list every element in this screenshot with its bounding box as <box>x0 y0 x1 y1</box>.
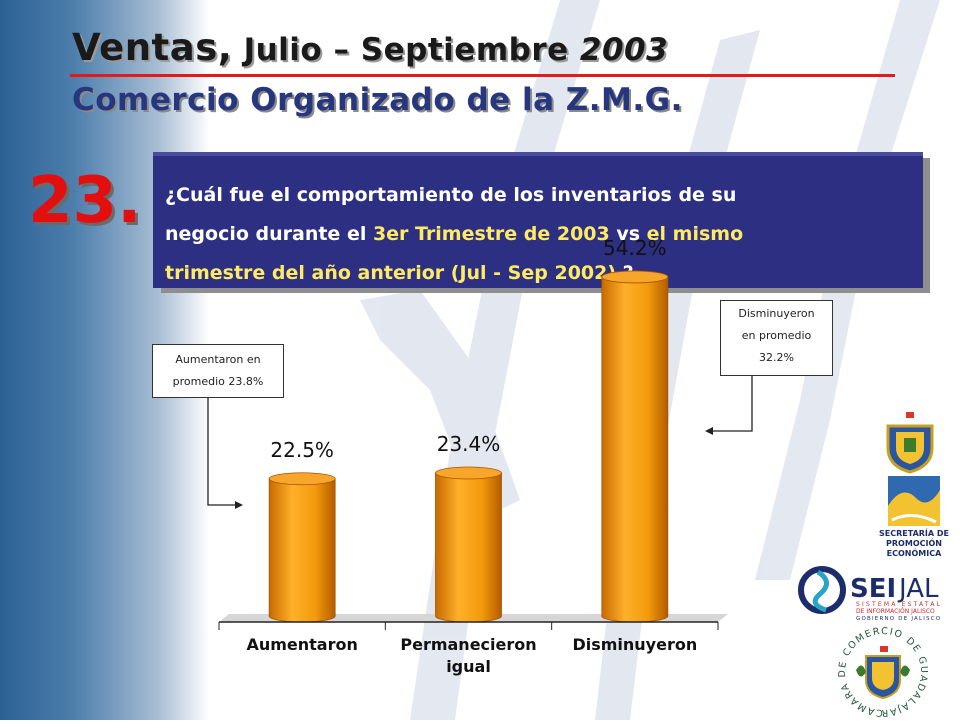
category-label-2-0: Disminuyeron <box>572 635 697 654</box>
chart-plot-area: 22.5% Aumentaron 23.4% Permanecieron igual 54… <box>218 236 728 676</box>
question-line-2-vs: vs <box>609 223 647 245</box>
callout-decreased-line2: en promedio <box>741 329 812 342</box>
category-label-1-0: Permanecieron <box>400 635 536 654</box>
secretaria-line-1: SECRETARÍA DE <box>879 527 949 538</box>
connector-right-arrow <box>705 427 713 435</box>
jalisco-coat-of-arms <box>880 412 940 474</box>
seijal-line-1: SISTEMA ESTATAL <box>856 601 942 608</box>
callout-decreased: Disminuyeron en promedio 32.2% <box>720 300 833 376</box>
seijal-line-2: DE INFORMACIÓN JALISCO <box>856 608 935 615</box>
title-divider <box>70 74 895 77</box>
question-highlight-previous: trimestre del año anterior (Jul - Sep 20… <box>165 262 617 284</box>
question-highlight-period: 3er Trimestre de 2003 <box>372 223 610 245</box>
seijal-line-3: GOBIERNO DE JALISCO <box>856 616 941 622</box>
secretaria-line-2: PROMOCIÓN <box>886 537 942 548</box>
question-number: 23. <box>28 164 142 238</box>
title-year: 2003 <box>579 32 669 68</box>
seijal-name-b: JAL <box>897 574 939 604</box>
question-box: ¿Cuál fue el comportamiento de los inven… <box>153 152 923 288</box>
value-label-1: 23.4% <box>437 432 501 456</box>
question-highlight-same: el mismo <box>646 223 744 245</box>
bar-0 <box>268 478 336 623</box>
callout-increased: Aumentaron en promedio 23.8% <box>152 344 284 398</box>
callout-decreased-line1: Disminuyeron <box>738 307 815 320</box>
connector-right <box>710 376 753 432</box>
question-line-2: negocio durante el 3er Trimestre de 2003… <box>165 215 905 254</box>
secretaria-promocion-logo: SECRETARÍA DE PROMOCIÓN ECONÓMICA <box>872 476 956 560</box>
category-label-1-1: igual <box>446 657 491 676</box>
category-label-0-0: Aumentaron <box>246 635 357 654</box>
page-subtitle: Comercio Organizado de la Z.M.G. <box>72 82 683 118</box>
page-title: Ventas, Julio – Septiembre 2003 <box>72 26 668 69</box>
bar-top-1 <box>435 466 502 480</box>
bar-2 <box>601 276 669 623</box>
callout-increased-line1: Aumentaron en <box>175 353 261 366</box>
seijal-name-a: SEI <box>850 574 896 604</box>
title-main: Ventas, <box>72 26 233 69</box>
bar-top-2 <box>601 270 669 284</box>
callout-increased-line2: promedio 23.8% <box>172 375 264 388</box>
value-label-2: 54.2% <box>603 236 667 260</box>
camara-comercio-logo: CAMARA DE COMERCIO DE GUADALAJARA <box>830 618 932 720</box>
value-label-0: 22.5% <box>270 438 334 462</box>
callout-decreased-line3: 32.2% <box>759 351 794 364</box>
bar-1 <box>435 472 502 623</box>
connector-left <box>207 398 240 506</box>
question-line-2-a: negocio durante el <box>165 223 373 245</box>
secretaria-line-3: ECONÓMICA <box>887 547 942 558</box>
title-period: Julio – Septiembre <box>232 32 580 68</box>
question-line-1: ¿Cuál fue el comportamiento de los inven… <box>165 184 737 206</box>
seijal-logo: SEI JAL SISTEMA ESTATAL DE INFORMACIÓN J… <box>798 566 954 622</box>
connector-left-arrow <box>235 501 243 509</box>
bar-top-0 <box>268 472 336 486</box>
